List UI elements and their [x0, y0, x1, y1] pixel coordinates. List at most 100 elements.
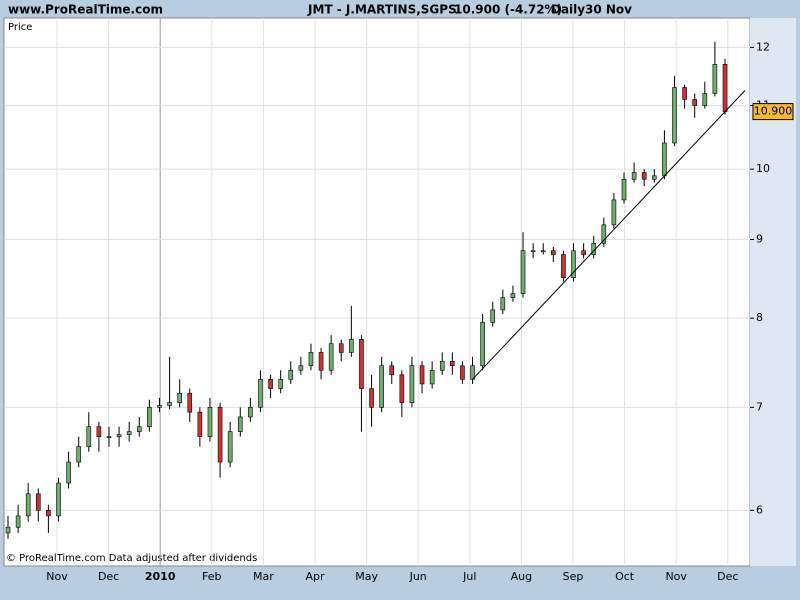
- candle-body: [581, 250, 586, 255]
- candle-body: [722, 64, 728, 112]
- candle-body: [106, 436, 112, 438]
- candle-body: [641, 172, 647, 180]
- y-label: Price: [8, 22, 32, 33]
- candle-body: [318, 352, 324, 371]
- candle-body: [96, 426, 102, 437]
- candle-body: [197, 411, 203, 437]
- candle-body: [15, 515, 21, 528]
- date: 30 Nov: [585, 3, 632, 17]
- candle-body: [389, 365, 395, 376]
- candle-body: [379, 365, 384, 408]
- candle-body: [419, 365, 425, 385]
- y-tick-label: 6: [756, 503, 763, 516]
- candle-body: [248, 407, 253, 418]
- candle-body: [349, 339, 354, 353]
- candle-body: [460, 365, 465, 380]
- candle-body: [662, 142, 667, 177]
- candle-body: [207, 407, 213, 437]
- candle-body: [682, 87, 687, 100]
- candle-body: [450, 360, 455, 367]
- candle-body: [328, 343, 334, 371]
- candle-body: [136, 426, 142, 432]
- candle-body: [702, 93, 708, 106]
- candle-body: [308, 352, 314, 367]
- candle-body: [490, 309, 496, 323]
- candle-body: [278, 379, 283, 389]
- plot-area: [3, 17, 751, 567]
- x-tick-label: Jun: [409, 570, 427, 583]
- x-tick-label: 2010: [145, 570, 176, 583]
- y-tick-label: 12: [756, 40, 770, 53]
- candle-body: [480, 322, 485, 367]
- y-tick-label: 10: [756, 162, 770, 175]
- trendline: [472, 90, 746, 380]
- candle-body: [177, 392, 182, 403]
- candle-body: [237, 416, 243, 432]
- candle-body: [520, 250, 526, 294]
- x-tick-label: Mar: [253, 570, 274, 583]
- x-tick-label: Dec: [717, 570, 738, 583]
- candle-body: [611, 199, 617, 226]
- x-tick-label: Aug: [511, 570, 532, 583]
- candle-body: [571, 250, 576, 278]
- x-tick-label: Feb: [202, 570, 221, 583]
- x-tick-label: Sep: [563, 570, 584, 583]
- candle-body: [157, 405, 162, 408]
- candle-body: [621, 178, 627, 201]
- candle-body: [167, 402, 172, 406]
- candle-body: [672, 87, 677, 144]
- x-tick-label: Nov: [46, 570, 68, 583]
- candle-body: [126, 431, 132, 435]
- candle-body: [288, 369, 294, 380]
- candle-body: [66, 461, 71, 484]
- candle-body: [399, 374, 405, 403]
- y-tick-label: 7: [756, 400, 763, 413]
- candle-body: [631, 172, 637, 180]
- candle-body: [692, 99, 698, 106]
- candle-body: [56, 482, 61, 517]
- change: 10.900 (-4.72%): [454, 3, 562, 17]
- candle-body: [470, 365, 475, 380]
- x-tick-label: Nov: [665, 570, 687, 583]
- candle-body: [439, 360, 445, 371]
- x-tick-label: May: [355, 570, 378, 583]
- candle-body: [86, 426, 92, 447]
- candle-body: [561, 254, 566, 278]
- candle-body: [227, 431, 233, 463]
- candle-body: [551, 250, 556, 255]
- candle-body: [46, 510, 51, 517]
- candle-body: [429, 369, 435, 385]
- candle-body: [712, 64, 718, 94]
- candle-body: [510, 293, 516, 298]
- candle-body: [409, 365, 415, 403]
- candle-body: [369, 388, 374, 408]
- candle-body: [500, 297, 506, 311]
- candle-body: [5, 526, 11, 534]
- last-price-box: [752, 103, 794, 121]
- source: www.ProRealTime.com: [8, 3, 163, 17]
- candle-body: [652, 175, 657, 180]
- candle-body: [76, 446, 81, 463]
- candle-body: [530, 250, 536, 253]
- y-tick-label: 8: [756, 311, 763, 324]
- x-tick-label: Apr: [305, 570, 325, 583]
- candle-body: [359, 339, 364, 389]
- candle-body: [298, 365, 304, 371]
- x-tick-label: Jul: [462, 570, 476, 583]
- candle-body: [35, 493, 41, 511]
- candle-body: [217, 407, 223, 463]
- footer: © ProRealTime.com Data adjusted after di…: [6, 553, 257, 564]
- last-price-label: 10.900: [754, 105, 793, 118]
- candle-body: [338, 343, 344, 353]
- x-tick-label: Dec: [98, 570, 119, 583]
- candle-body: [540, 250, 546, 253]
- candle-body: [147, 407, 152, 428]
- period: Daily: [551, 3, 585, 17]
- candle-body: [258, 379, 263, 408]
- candle-body: [116, 434, 122, 437]
- candle-body: [601, 224, 607, 244]
- x-tick-label: Oct: [615, 570, 635, 583]
- y-tick-label: 9: [756, 233, 763, 246]
